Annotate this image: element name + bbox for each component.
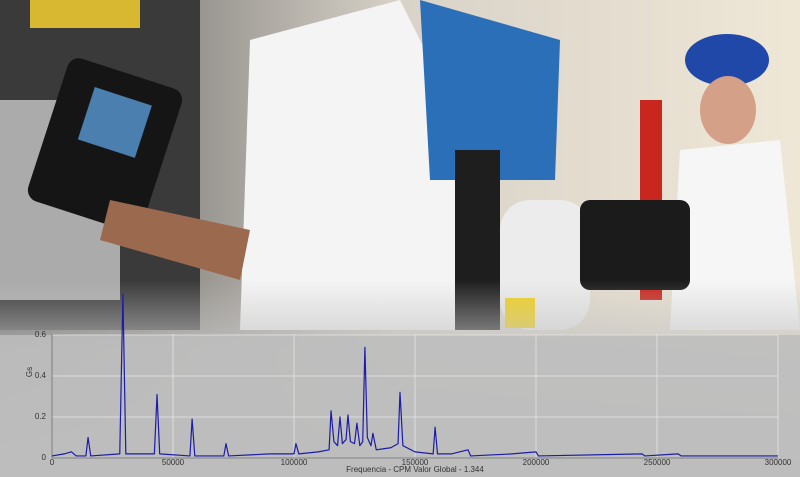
x-tick-label: 50000 bbox=[162, 458, 185, 467]
plot-area: 0 0.2 0.4 0.6 0 50000 100000 150000 200000 250000… bbox=[35, 293, 792, 467]
y-tick-label: 0.2 bbox=[35, 412, 47, 421]
x-tick-label: 100000 bbox=[281, 458, 308, 467]
x-tick-label: 0 bbox=[50, 458, 55, 467]
y-tick-label: 0.6 bbox=[35, 330, 47, 339]
x-axis-label: Frequencia - CPM Valor Global - 1.344 bbox=[346, 465, 484, 474]
x-tick-label: 150000 bbox=[402, 458, 429, 467]
y-axis-label: Gs bbox=[25, 367, 34, 377]
y-tick-label: 0 bbox=[42, 453, 47, 462]
x-tick-label: 300000 bbox=[765, 458, 792, 467]
x-tick-label: 200000 bbox=[523, 458, 550, 467]
spectrum-line bbox=[51, 293, 778, 457]
y-tick-label: 0.4 bbox=[35, 371, 47, 380]
x-tick-label: 250000 bbox=[644, 458, 671, 467]
